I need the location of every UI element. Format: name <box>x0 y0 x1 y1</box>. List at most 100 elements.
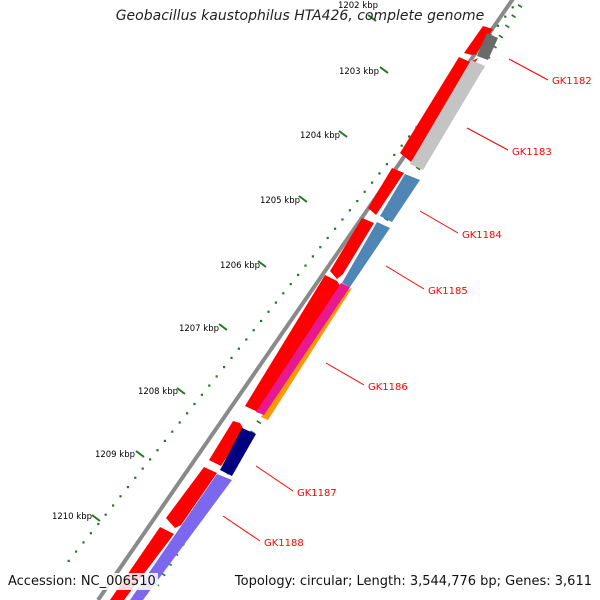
leader-line-gk1182 <box>508 58 549 81</box>
scale-dot <box>385 163 388 166</box>
gene-labels: GK1182 GK1183 GK1184 GK1185 GK1186 GK118… <box>264 76 592 549</box>
scale-dot <box>378 172 381 175</box>
scale-dot <box>75 550 78 553</box>
scale-label: 1208 kbp <box>138 387 178 397</box>
scale-dot <box>141 467 144 470</box>
scale-dot <box>341 218 344 221</box>
forward-gene-arrow <box>245 275 341 412</box>
major-scale-tick <box>298 195 308 203</box>
scale-dot <box>274 301 277 304</box>
major-scale-tick <box>338 130 348 138</box>
scale-dot <box>297 273 300 276</box>
scale-dot <box>119 495 122 498</box>
gene-label[interactable]: GK1186 <box>368 382 408 393</box>
scale-dot <box>200 393 203 396</box>
label-leader-lines <box>222 58 549 542</box>
scale-dot <box>311 255 314 258</box>
scale-dot <box>267 310 270 313</box>
gene-label[interactable]: GK1184 <box>462 230 502 241</box>
scale-dot <box>67 559 70 562</box>
scale-dot <box>149 458 152 461</box>
major-scale-tick <box>91 514 101 522</box>
major-scale-tick <box>218 323 228 331</box>
major-scale-tick <box>135 450 145 458</box>
scale-dot <box>326 236 329 240</box>
gene-label[interactable]: GK1188 <box>264 538 304 549</box>
gene-label[interactable]: GK1183 <box>512 147 552 158</box>
scale-dot <box>134 476 137 479</box>
scale-label: 1204 kbp <box>300 131 340 141</box>
scale-dot <box>97 522 100 526</box>
scale-dot <box>348 209 351 212</box>
scale-dot <box>393 153 396 156</box>
forward-gene-arrow <box>464 26 493 55</box>
gene-label[interactable]: GK1185 <box>428 286 468 297</box>
scale-tick <box>498 34 504 39</box>
scale-dot <box>334 227 337 230</box>
accession-text: Accession: NC_006510 <box>6 573 158 590</box>
magenta-feature-bar <box>256 283 350 415</box>
forward-gene-arrow <box>368 168 404 215</box>
leader-line-gk1187 <box>255 465 294 492</box>
leader-line-gk1183 <box>466 127 509 151</box>
gene-bar-gk1186 <box>261 288 352 420</box>
scale-dot <box>252 329 255 332</box>
scale-dot <box>237 347 240 350</box>
scale-dot <box>319 246 322 249</box>
scale-dot <box>193 402 196 406</box>
scale-tick <box>256 420 262 425</box>
scale-label: 1202 kbp <box>338 1 378 11</box>
scale-dot <box>289 283 292 286</box>
gene-bar-gk1182 <box>477 33 498 60</box>
leader-line-gk1188 <box>222 515 261 542</box>
scale-label: 1205 kbp <box>260 196 300 206</box>
major-scale-tick <box>257 260 267 268</box>
scale-label: 1206 kbp <box>220 261 260 271</box>
scale-tick <box>504 24 510 29</box>
scale-dot <box>163 439 166 442</box>
gene-bar-gk1185 <box>342 222 390 287</box>
gene-bar-gk1183 <box>410 60 485 170</box>
scale-dot <box>363 190 366 193</box>
genome-title: Geobacillus kaustophilus HTA426, complet… <box>115 8 485 24</box>
major-scale-tick <box>367 14 377 22</box>
scale-dot <box>260 319 263 323</box>
scale-dot <box>400 144 403 147</box>
topology-summary: Topology: circular; Length: 3,544,776 bp… <box>232 573 594 590</box>
scale-dot <box>171 430 174 433</box>
gene-bar-gk1188 <box>130 474 232 600</box>
scale-dot <box>371 181 374 184</box>
leader-line-gk1184 <box>419 210 459 234</box>
scale-label: 1210 kbp <box>52 512 92 522</box>
leader-line-gk1185 <box>385 265 425 290</box>
scale-tick <box>415 166 421 171</box>
forward-gene-arrow <box>209 421 244 466</box>
scale-dot <box>89 532 92 535</box>
scale-label: 1203 kbp <box>339 67 379 77</box>
scale-dot <box>156 449 159 452</box>
scale-tick <box>511 14 517 19</box>
scale-label: 1207 kbp <box>179 324 219 334</box>
gene-bar-gk1187 <box>220 428 256 476</box>
scale-dot <box>245 338 248 341</box>
gene-label[interactable]: GK1187 <box>297 488 337 499</box>
scale-dot <box>496 24 499 27</box>
major-scale-tick <box>176 387 186 395</box>
scale-dot <box>504 15 507 18</box>
scale-dot <box>112 504 115 507</box>
scale-dot <box>186 412 189 415</box>
reverse-strand-track <box>130 33 498 600</box>
scale-dot <box>282 292 285 295</box>
scale-dot <box>178 421 181 424</box>
forward-gene-arrow <box>330 218 374 279</box>
scale-tick <box>517 4 523 8</box>
scale-dot <box>408 135 411 138</box>
scale-labels: 1202 kbp 1203 kbp 1204 kbp 1205 kbp 1206… <box>52 1 379 522</box>
gene-label[interactable]: GK1182 <box>552 76 592 87</box>
gene-bar-gk1184 <box>380 174 420 222</box>
scale-dot <box>304 264 307 267</box>
scale-dot <box>230 356 233 359</box>
forward-strand-track <box>110 26 493 600</box>
scale-dot <box>208 384 211 387</box>
